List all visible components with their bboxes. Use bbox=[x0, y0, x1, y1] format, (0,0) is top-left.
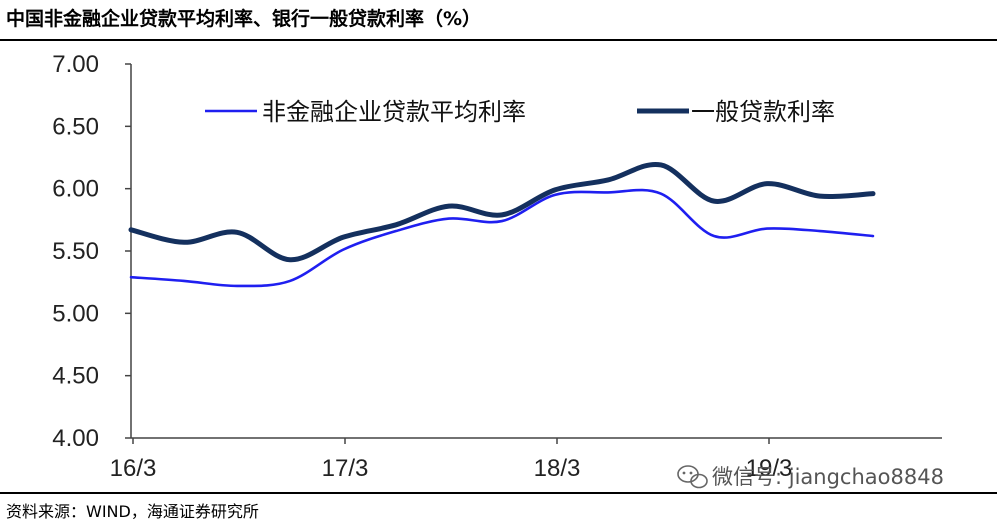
source-note: 资料来源：WIND，海通证券研究所 bbox=[6, 502, 259, 521]
series-lines bbox=[128, 161, 876, 288]
line-chart: 7.00 6.50 6.00 5.50 5.00 4.50 4.00 16/3 17/3 18/… bbox=[52, 51, 944, 489]
title-rule bbox=[0, 39, 997, 41]
y-tick-label: 4.00 bbox=[52, 425, 99, 452]
y-tick-labels: 7.00 6.50 6.00 5.50 5.00 4.50 4.00 bbox=[52, 51, 99, 452]
legend: 非金融企业贷款平均利率 一般贷款利率 bbox=[205, 98, 835, 126]
series-line-general-rate bbox=[128, 161, 876, 263]
y-tick-label: 5.00 bbox=[52, 300, 99, 327]
x-tick-label: 16/3 bbox=[110, 455, 157, 482]
chart-title: 中国非金融企业贷款平均利率、银行一般贷款利率（%） bbox=[6, 8, 482, 30]
series-line-corporate-rate bbox=[129, 188, 875, 288]
wechat-icon bbox=[677, 465, 708, 489]
watermark: 微信号: jiangchao8848 bbox=[677, 465, 944, 489]
y-tick-label: 6.50 bbox=[52, 113, 99, 140]
y-tick-label: 4.50 bbox=[52, 363, 99, 390]
watermark-text: 微信号: jiangchao8848 bbox=[712, 465, 944, 489]
x-tick-labels: 16/3 17/3 18/3 19/3 bbox=[110, 455, 793, 482]
y-tick-label: 5.50 bbox=[52, 238, 99, 265]
axes bbox=[125, 63, 942, 444]
x-tick-label: 19/3 bbox=[746, 455, 793, 482]
source-rule bbox=[0, 492, 997, 494]
x-tick-label: 18/3 bbox=[534, 455, 581, 482]
legend-label: 非金融企业贷款平均利率 bbox=[262, 98, 526, 126]
y-tick-label: 6.00 bbox=[52, 176, 99, 203]
x-tick-label: 17/3 bbox=[322, 455, 369, 482]
legend-label: 一般贷款利率 bbox=[691, 98, 835, 126]
y-tick-label: 7.00 bbox=[52, 51, 99, 78]
